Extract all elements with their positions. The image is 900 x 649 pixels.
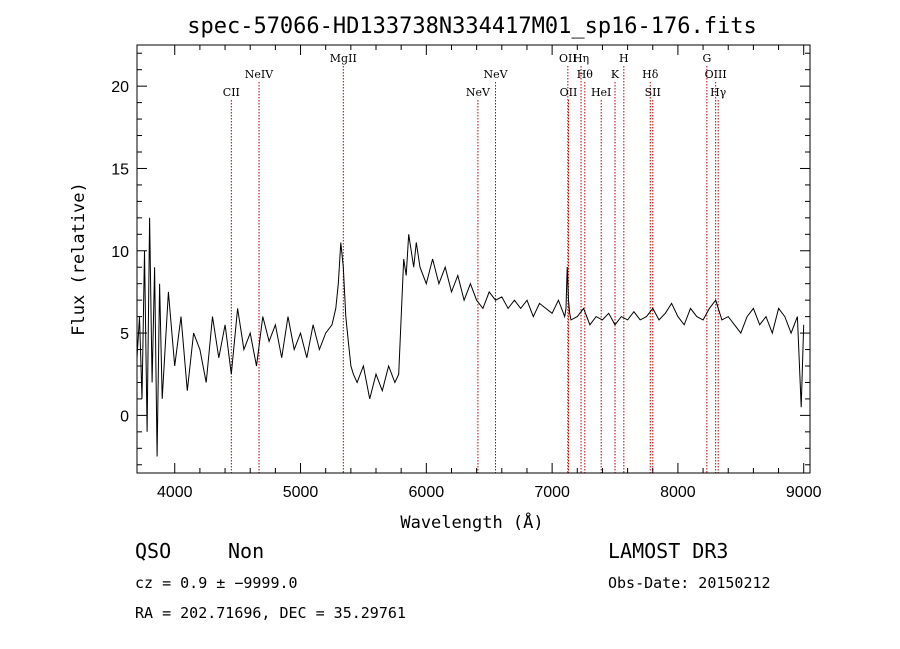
marker-label-0: CII — [223, 86, 240, 99]
marker-label-1: NeIV — [245, 68, 274, 81]
marker-label-7: Hη — [573, 52, 589, 65]
y-tick-label-3: 15 — [111, 161, 129, 178]
spectrum-line-0 — [136, 217, 805, 457]
marker-label-8: Hθ — [577, 68, 594, 81]
x-tick-label-4: 8000 — [660, 484, 696, 501]
marker-label-2: MgII — [330, 52, 357, 65]
y-tick-label-1: 5 — [120, 326, 129, 343]
marker-label-9: HeI — [591, 86, 611, 99]
marker-label-10: K — [611, 68, 620, 81]
x-axis-label: Wavelength (Å) — [400, 511, 543, 533]
coordinates: RA = 202.71696, DEC = 35.29761 — [135, 604, 406, 622]
spectrum-series — [136, 217, 805, 457]
marker-label-15: OIII — [705, 68, 727, 81]
marker-label-16: Hγ — [710, 86, 727, 99]
marker-label-13: SII — [645, 86, 661, 99]
y-tick-label-0: 0 — [120, 408, 129, 425]
marker-label-4: NeV — [483, 68, 508, 81]
marker-label-3: NeV — [466, 86, 491, 99]
x-tick-label-2: 6000 — [409, 484, 445, 501]
object-class: QSO — [135, 539, 172, 563]
x-tick-label-5: 9000 — [786, 484, 822, 501]
y-tick-label-2: 10 — [111, 244, 129, 261]
axis-ticks: 4000 5000 6000 7000 8000 9000 0 5 10 15 20 — [111, 45, 822, 501]
x-tick-label-3: 7000 — [534, 484, 570, 501]
marker-label-14: G — [702, 52, 711, 65]
survey-label: LAMOST DR3 — [608, 539, 729, 563]
y-axis-label: Flux (relative) — [69, 182, 89, 336]
plot-frame — [136, 44, 811, 474]
x-tick-label-1: 5000 — [283, 484, 319, 501]
obs-date: Obs-Date: 20150212 — [608, 574, 771, 592]
marker-label-5: OII — [559, 52, 577, 65]
redshift-readout: cz = 0.9 ± −9999.0 — [135, 574, 298, 592]
marker-label-11: H — [619, 52, 629, 65]
chart-title: spec-57066-HD133738N334417M01_sp16-176.f… — [187, 14, 757, 39]
x-tick-label-0: 4000 — [157, 484, 193, 501]
y-tick-label-4: 20 — [111, 79, 129, 96]
marker-label-6: OII — [560, 86, 578, 99]
object-subclass: Non — [228, 539, 265, 563]
marker-label-12: Hδ — [642, 68, 659, 81]
line-markers: CIINeIVMgIINeVNeVOIIOIIHηHθHeIKHHδSIIGOI… — [223, 52, 727, 473]
